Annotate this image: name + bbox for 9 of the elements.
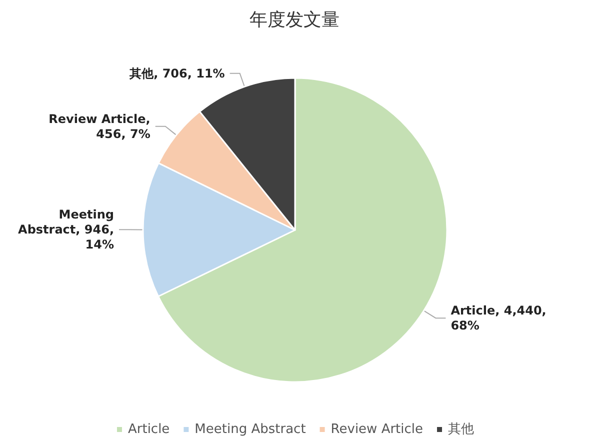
legend-label: Meeting Abstract [194,422,306,437]
chart-title: 年度发文量 [250,10,340,30]
data-label: Article, 4,440, 68% [450,304,546,333]
data-label: Review Article, 456, 7% [48,112,150,141]
legend-label: 其他 [448,422,474,437]
data-label: 其他, 706, 11% [128,66,225,80]
legend-label: Review Article [330,422,424,437]
legend-label: Article [128,422,170,437]
data-label: Meeting Abstract, 946, 14% [18,208,114,252]
